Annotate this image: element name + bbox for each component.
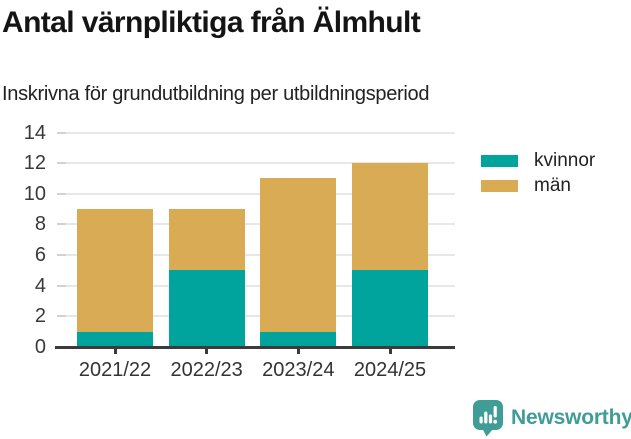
y-axis-tick-y12 xyxy=(57,162,66,165)
bar-segment-kvinnor-2022-23 xyxy=(168,270,245,347)
legend: kvinnor män xyxy=(481,149,596,196)
legend-item-man: män xyxy=(481,174,595,196)
y-axis-tick-label: 0 xyxy=(34,336,46,358)
legend-item-kvinnor: kvinnor xyxy=(481,149,596,171)
legend-label-kvinnor: kvinnor xyxy=(534,149,596,171)
y-axis-tick-label: 8 xyxy=(34,213,46,236)
bar-segment-kvinnor-2021-22 xyxy=(77,331,153,347)
bar-segment-män-2021-22 xyxy=(77,209,153,332)
x-axis-tick-2024-25 xyxy=(388,348,392,354)
x-axis-tick-label: 2024/25 xyxy=(353,359,427,381)
chart-subtitle: Inskrivna för grundutbildning per utbild… xyxy=(2,83,430,105)
chart-title: Antal värnpliktiga från Älmhult xyxy=(2,6,421,39)
bar-segment-kvinnor-2023-24 xyxy=(260,331,337,347)
y-axis-tick-label: 2 xyxy=(34,305,46,328)
y-axis-tick-y10 xyxy=(57,192,66,195)
legend-label-man: män xyxy=(534,174,571,196)
legend-swatch-man xyxy=(481,179,518,192)
y-axis-tick-label: 14 xyxy=(23,121,46,144)
gridline-y2 xyxy=(57,315,455,318)
gridline-y14 xyxy=(57,131,455,134)
x-axis-tick-2022-23 xyxy=(205,348,209,354)
x-axis-line xyxy=(55,345,455,349)
x-axis-tick-label: 2023/24 xyxy=(262,359,335,381)
bar-segment-män-2023-24 xyxy=(260,178,337,332)
gridline-y4 xyxy=(57,284,455,287)
y-axis-tick-label: 12 xyxy=(23,152,46,175)
x-axis-tick-label: 2021/22 xyxy=(78,359,152,381)
y-axis-tick-label: 4 xyxy=(34,274,46,297)
gridline-y10 xyxy=(57,192,455,195)
y-axis-tick-label: 10 xyxy=(23,182,46,205)
bar-segment-kvinnor-2024-25 xyxy=(352,270,428,347)
y-axis-tick-label: 6 xyxy=(34,244,46,267)
y-axis-tick-y4 xyxy=(57,284,66,287)
bar-segment-män-2022-23 xyxy=(168,209,245,271)
y-axis-tick-y2 xyxy=(57,315,66,318)
y-axis-tick-y14 xyxy=(57,131,66,134)
gridline-y12 xyxy=(57,162,455,165)
newsworthy-logo-icon xyxy=(473,400,503,437)
legend-swatch-kvinnor xyxy=(481,154,518,167)
bar-segment-män-2024-25 xyxy=(352,163,428,271)
newsworthy-logo-text: Newsworthy xyxy=(511,406,631,429)
x-axis-tick-2021-22 xyxy=(113,348,117,354)
y-axis-tick-y8 xyxy=(57,223,66,226)
x-axis-tick-label: 2022/23 xyxy=(170,359,243,381)
y-axis-tick-y6 xyxy=(57,254,66,257)
newsworthy-logo[interactable]: Newsworthy xyxy=(472,399,631,437)
x-axis-tick-2023-24 xyxy=(296,348,300,354)
gridline-y8 xyxy=(57,223,455,226)
gridline-y6 xyxy=(57,254,455,257)
